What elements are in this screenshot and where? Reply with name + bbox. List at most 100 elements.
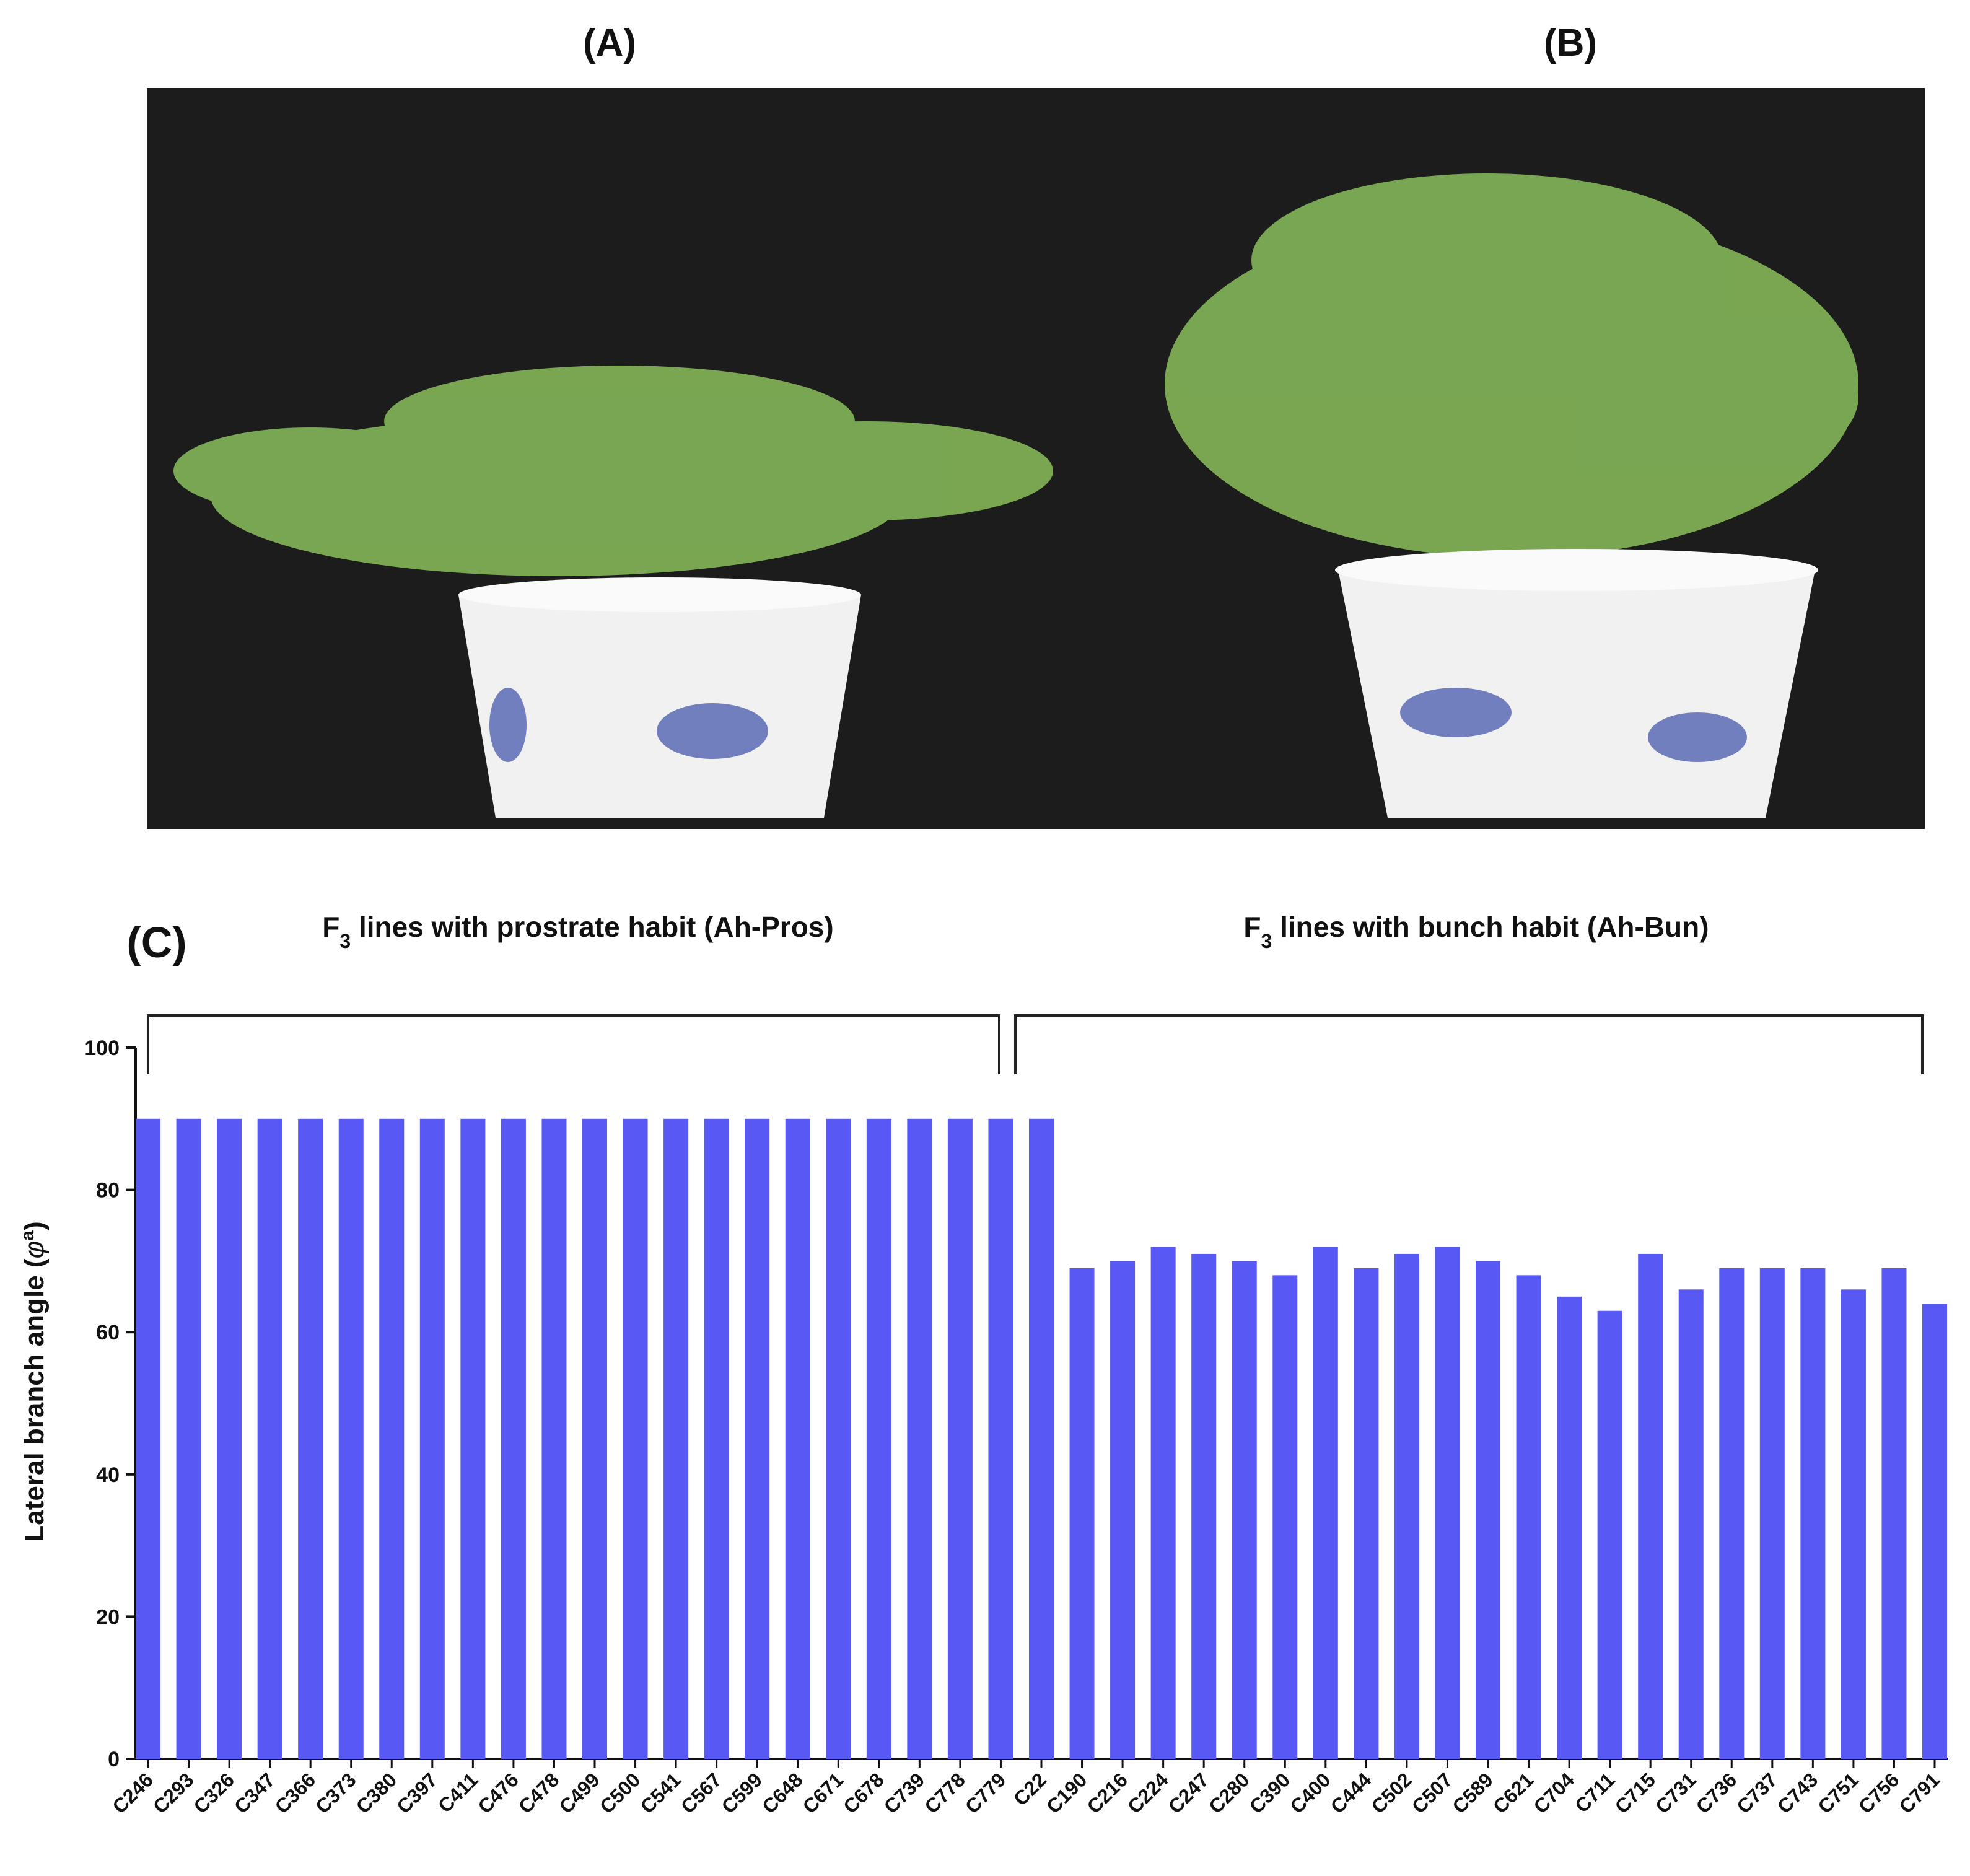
bar	[298, 1118, 323, 1759]
photo	[147, 88, 1925, 829]
bar	[1313, 1247, 1338, 1759]
x-tick-label: C711	[1570, 1768, 1619, 1817]
bar	[1922, 1304, 1947, 1759]
x-tick-label: C567	[676, 1768, 726, 1818]
group-title: F3 lines with bunch habit (Ah-Bun)	[1243, 911, 1709, 952]
bar	[1800, 1268, 1826, 1759]
x-tick-label: C541	[636, 1768, 685, 1818]
group-title-part: F	[1243, 911, 1261, 943]
x-tick-label: C678	[839, 1768, 888, 1818]
bar	[1719, 1268, 1745, 1759]
y-tick-label: 20	[96, 1605, 120, 1629]
y-tick-label: 80	[96, 1179, 120, 1203]
x-tick-label: C373	[311, 1768, 361, 1818]
group-title-part: F	[322, 911, 339, 943]
group-title-part: lines with bunch habit (Ah-Bun)	[1272, 911, 1709, 943]
x-tick-label: C246	[108, 1768, 157, 1818]
bar	[1597, 1310, 1622, 1759]
bar	[379, 1118, 405, 1759]
bar	[338, 1118, 364, 1759]
x-tick-label: C390	[1245, 1768, 1295, 1818]
group-title-part: 3	[339, 930, 351, 952]
x-tick-label: C599	[717, 1768, 767, 1818]
x-tick-label: C507	[1407, 1768, 1457, 1818]
bar	[136, 1118, 160, 1759]
y-tick-label: 40	[96, 1463, 120, 1487]
bar	[1516, 1275, 1541, 1759]
bar	[1191, 1253, 1217, 1759]
x-tick-label: C791	[1894, 1768, 1944, 1818]
bar	[623, 1118, 648, 1759]
x-tick-label: C589	[1448, 1768, 1497, 1818]
bar	[1029, 1118, 1054, 1759]
bar	[826, 1118, 851, 1759]
x-tick-label: C478	[514, 1768, 564, 1818]
x-tick-label: C400	[1285, 1768, 1335, 1818]
bar	[1881, 1268, 1907, 1759]
x-tick-label: C411	[434, 1768, 482, 1817]
bar	[217, 1118, 242, 1759]
bar	[1150, 1247, 1176, 1759]
bar	[663, 1118, 689, 1759]
bar	[501, 1118, 526, 1759]
group-title-part: 3	[1261, 930, 1272, 952]
x-tick-label: C380	[352, 1768, 401, 1818]
bar	[419, 1118, 445, 1759]
x-tick-label: C347	[230, 1768, 279, 1818]
x-tick-label: C778	[920, 1768, 970, 1818]
bar	[1476, 1261, 1500, 1759]
x-tick-label: C736	[1692, 1768, 1741, 1818]
y-tick-label: 60	[96, 1321, 120, 1344]
x-tick-label: C731	[1651, 1768, 1701, 1818]
bar	[460, 1118, 486, 1759]
bar	[1557, 1296, 1582, 1759]
group-title: F3 lines with prostrate habit (Ah-Pros)	[322, 911, 833, 952]
group-brackets	[147, 1014, 1924, 1074]
x-tick-label: C737	[1732, 1768, 1782, 1818]
bar	[1272, 1275, 1298, 1759]
bar	[541, 1118, 567, 1759]
x-tick-label: C444	[1326, 1768, 1376, 1818]
x-tick-label: C326	[189, 1768, 239, 1818]
panel-label: (A)	[583, 22, 636, 64]
bar	[1841, 1289, 1866, 1759]
y-axis-label-part: Lateral branch angle (	[19, 1258, 50, 1542]
bar	[785, 1118, 810, 1759]
y-tick-label: 100	[84, 1037, 120, 1060]
x-tick-label: C739	[880, 1768, 929, 1818]
x-tick-label: C476	[473, 1768, 523, 1818]
x-tick-label: C715	[1611, 1768, 1660, 1818]
x-tick-label: C247	[1164, 1768, 1214, 1818]
bar	[745, 1118, 770, 1759]
bar	[1354, 1268, 1379, 1759]
panel-label: (B)	[1544, 22, 1597, 64]
x-tick-label: C502	[1367, 1768, 1416, 1818]
bar	[1638, 1253, 1663, 1759]
x-tick-label: C756	[1854, 1768, 1904, 1818]
bar	[907, 1118, 932, 1759]
x-tick-label: C216	[1082, 1768, 1132, 1818]
x-tick-label: C499	[554, 1768, 604, 1818]
x-tick-label: C224	[1123, 1768, 1173, 1818]
x-tick-label: C671	[799, 1768, 848, 1818]
y-tick-label: 0	[108, 1748, 120, 1771]
x-tick-label: C648	[758, 1768, 807, 1818]
x-tick-label: C397	[392, 1768, 442, 1818]
group-title-part: lines with prostrate habit (Ah-Pros)	[351, 911, 834, 943]
y-axis-label-part: a	[17, 1230, 38, 1241]
bar	[947, 1118, 973, 1759]
x-tick-label: C500	[595, 1768, 645, 1818]
bar	[866, 1118, 891, 1759]
panel-label: (C)	[126, 918, 186, 966]
bar	[1435, 1247, 1460, 1759]
x-tick-label: C280	[1204, 1768, 1254, 1818]
bar	[1678, 1289, 1704, 1759]
bar	[257, 1118, 282, 1759]
x-tick-label: C751	[1813, 1768, 1863, 1818]
x-tick-label: C190	[1042, 1768, 1092, 1818]
y-axis-label: Lateral branch angle (φa)	[17, 1221, 50, 1541]
bar	[1232, 1261, 1257, 1759]
x-tick-label: C621	[1489, 1768, 1538, 1818]
bar	[1759, 1268, 1785, 1759]
